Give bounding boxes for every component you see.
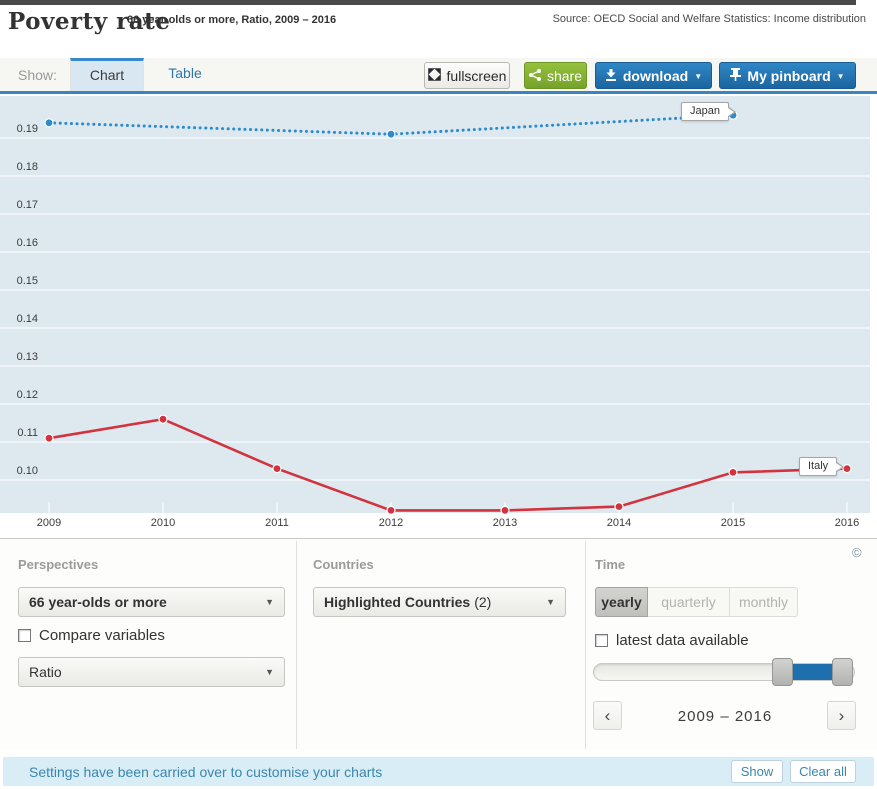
download-label: download [622,67,689,84]
measure-select[interactable]: Ratio ▼ [18,657,285,687]
svg-text:0.12: 0.12 [17,389,38,401]
chevron-down-icon: ▼ [546,597,555,607]
svg-text:0.11: 0.11 [17,427,38,439]
share-icon [528,68,541,84]
panel-divider [585,541,586,749]
top-dark-bar [0,0,856,5]
chart-controls-section: Perspectives Countries Time © 66 year-ol… [0,538,877,750]
panel-divider [296,541,297,749]
chart-canvas: 0.10 0.11 0.12 0.13 0.14 0.15 0.16 0.17 0.18 0.19… [0,96,870,529]
svg-text:2014: 2014 [607,517,631,529]
svg-text:2010: 2010 [151,517,175,529]
download-caret-icon: ▼ [694,72,703,81]
svg-text:2015: 2015 [721,517,745,529]
time-range-label: 2009 – 2016 [677,708,773,725]
frequency-monthly-button[interactable]: monthly [730,587,798,617]
svg-text:0.15: 0.15 [17,275,38,287]
variable-select-value: 66 year-olds or more [29,594,167,610]
time-range-slider[interactable] [593,658,855,686]
svg-text:0.13: 0.13 [17,351,38,363]
countries-count: (2) [474,594,492,610]
countries-heading: Countries [313,557,374,572]
checkbox-icon[interactable] [18,629,31,642]
checkbox-icon[interactable] [595,634,608,647]
settings-show-button[interactable]: Show [731,760,783,783]
time-heading: Time [595,557,626,572]
measure-select-value: Ratio [29,664,62,680]
compare-variables-checkbox[interactable]: Compare variables [18,627,165,644]
svg-text:2011: 2011 [265,517,289,529]
tab-table[interactable]: Table [168,65,202,81]
svg-text:0.19: 0.19 [17,123,38,135]
download-button[interactable]: download ▼ [595,62,712,89]
svg-text:2009: 2009 [37,517,61,529]
slider-selected-range[interactable] [782,664,838,680]
svg-text:0.14: 0.14 [17,313,38,325]
frequency-quarterly-button[interactable]: quarterly [648,587,730,617]
series-label-italy: Italy [799,457,845,476]
time-prev-button[interactable]: ‹ [593,701,622,730]
fullscreen-button[interactable]: fullscreen [424,62,510,89]
poverty-rate-chart[interactable]: 0.10 0.11 0.12 0.13 0.14 0.15 0.16 0.17 0.18 0.19… [0,96,877,531]
share-button[interactable]: share [524,62,587,89]
svg-text:0.18: 0.18 [17,161,38,173]
chevron-down-icon: ▼ [265,667,274,677]
latest-data-label: latest data available [616,632,749,649]
download-icon [605,68,617,84]
svg-text:0.10: 0.10 [17,465,38,477]
svg-text:0.16: 0.16 [17,237,38,249]
slider-handle-start[interactable] [772,658,793,686]
share-label: share [546,67,583,84]
svg-text:2012: 2012 [379,517,403,529]
toolbar: Show: Chart Table fullscreen share downl… [0,58,877,94]
my-pinboard-button[interactable]: My pinboard ▼ [719,62,856,89]
tab-chart[interactable]: Chart [70,58,144,91]
svg-text:0.17: 0.17 [17,199,38,211]
svg-text:2016: 2016 [835,517,859,529]
compare-variables-label: Compare variables [39,627,165,644]
fullscreen-label: fullscreen [446,67,507,84]
countries-select-value: Highlighted Countries [324,594,471,610]
pin-icon [730,67,742,84]
source-attribution: Source: OECD Social and Welfare Statisti… [552,13,866,25]
latest-data-checkbox[interactable]: latest data available [595,632,749,649]
frequency-yearly-button[interactable]: yearly [595,587,648,617]
show-label: Show: [18,67,57,83]
countries-select[interactable]: Highlighted Countries (2) ▼ [313,587,566,617]
variable-select[interactable]: 66 year-olds or more ▼ [18,587,285,617]
settings-clear-all-button[interactable]: Clear all [790,760,856,783]
settings-message: Settings have been carried over to custo… [29,764,383,780]
svg-text:2013: 2013 [493,517,517,529]
series-label-japan: Japan [681,102,736,121]
pinboard-label: My pinboard [747,67,831,84]
chevron-down-icon: ▼ [265,597,274,607]
page-subtitle: 66 year-olds or more, Ratio, 2009 – 2016 [127,14,337,26]
perspectives-heading: Perspectives [18,557,99,572]
settings-notice-bar: Settings have been carried over to custo… [3,757,874,786]
time-next-button[interactable]: › [827,701,856,730]
page-title: Poverty rate [8,8,171,35]
fullscreen-icon [427,67,441,84]
pinboard-caret-icon: ▼ [836,72,845,81]
slider-handle-end[interactable] [832,658,853,686]
copyright-icon[interactable]: © [852,545,862,560]
